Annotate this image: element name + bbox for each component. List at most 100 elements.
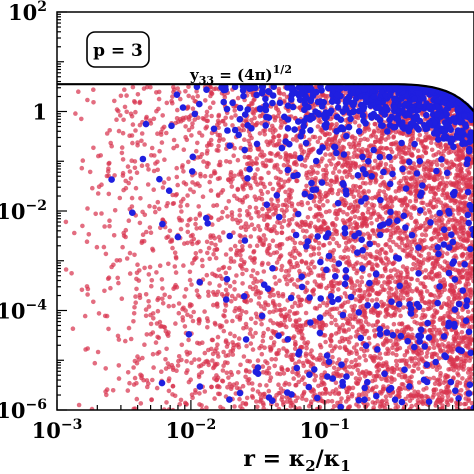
red-point: [436, 184, 442, 190]
red-point: [438, 236, 444, 242]
red-point: [196, 239, 201, 245]
red-point: [372, 412, 377, 417]
red-point: [229, 115, 234, 120]
red-point: [383, 307, 389, 313]
red-point: [329, 398, 335, 404]
red-point: [331, 404, 337, 409]
red-point: [228, 247, 234, 252]
red-point: [366, 206, 371, 212]
red-point: [368, 371, 373, 376]
red-point: [315, 124, 321, 129]
red-point: [331, 365, 337, 371]
red-point: [147, 225, 153, 230]
red-point: [156, 206, 162, 212]
red-point: [244, 343, 249, 349]
red-point: [120, 244, 125, 250]
red-point: [116, 280, 121, 286]
red-point: [220, 118, 225, 124]
red-point: [120, 157, 126, 162]
red-point: [226, 199, 232, 204]
red-point: [134, 276, 139, 282]
red-point: [437, 398, 443, 403]
red-point: [431, 351, 437, 357]
red-point: [254, 279, 260, 284]
red-point: [170, 383, 176, 389]
red-point: [159, 277, 165, 282]
red-point: [91, 100, 96, 105]
red-point: [166, 388, 172, 394]
red-point: [237, 396, 242, 402]
red-point: [109, 264, 114, 270]
red-point: [252, 97, 257, 102]
red-point: [241, 354, 247, 359]
red-point: [232, 333, 237, 339]
red-point: [143, 292, 149, 297]
red-point: [414, 287, 419, 293]
red-point: [274, 351, 280, 357]
red-point: [372, 334, 378, 339]
red-point: [279, 224, 285, 230]
red-point: [284, 399, 290, 404]
red-point: [290, 357, 295, 363]
red-point: [155, 308, 161, 314]
red-point: [419, 232, 425, 237]
red-point: [406, 170, 411, 175]
red-point: [298, 145, 303, 150]
red-point: [370, 265, 375, 270]
red-point: [194, 226, 199, 231]
red-point: [336, 160, 342, 166]
red-point: [368, 251, 373, 257]
red-point: [126, 325, 132, 331]
red-point: [327, 391, 333, 397]
red-point: [238, 252, 243, 258]
red-point: [448, 282, 453, 288]
red-point: [343, 169, 348, 174]
red-point: [253, 179, 258, 185]
red-point: [421, 175, 427, 180]
red-point: [332, 391, 338, 396]
red-point: [352, 120, 358, 125]
red-point: [134, 286, 139, 292]
red-point: [320, 203, 326, 208]
red-point: [463, 401, 469, 407]
red-point: [159, 324, 164, 329]
red-point: [179, 209, 184, 214]
red-point: [279, 267, 284, 273]
red-point: [165, 333, 171, 339]
red-point: [250, 268, 256, 273]
red-point: [135, 92, 141, 97]
red-point: [270, 186, 276, 192]
red-point: [192, 357, 197, 362]
red-point: [459, 218, 464, 224]
red-point: [437, 345, 443, 351]
red-point: [182, 294, 187, 299]
red-point: [238, 171, 244, 177]
red-point: [96, 153, 101, 159]
red-point: [144, 229, 149, 235]
red-point: [336, 188, 342, 193]
red-point: [204, 151, 210, 156]
red-point: [396, 390, 401, 396]
red-point: [373, 134, 379, 140]
red-point: [430, 341, 436, 347]
red-point: [103, 251, 109, 257]
red-point: [91, 145, 96, 151]
red-point: [382, 280, 387, 285]
red-point: [408, 176, 414, 182]
red-point: [323, 339, 328, 345]
red-point: [178, 204, 183, 209]
red-point: [73, 111, 78, 116]
red-point: [318, 159, 324, 164]
red-point: [177, 218, 183, 223]
red-point: [348, 221, 353, 227]
red-point: [296, 359, 302, 364]
red-point: [323, 391, 328, 396]
red-point: [341, 145, 347, 150]
red-point: [221, 328, 227, 334]
red-point: [248, 327, 253, 332]
red-point: [304, 342, 310, 347]
red-point: [458, 188, 464, 194]
red-point: [202, 389, 208, 394]
red-point: [277, 302, 282, 308]
red-point: [125, 164, 131, 169]
